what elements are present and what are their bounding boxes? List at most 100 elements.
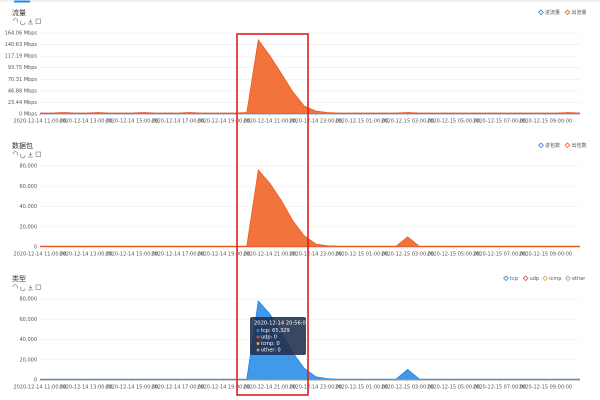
tooltip-line: other: 0 <box>261 348 281 354</box>
toolbar-icon-glyph <box>12 151 18 156</box>
legend-item[interactable]: tcp <box>503 275 518 282</box>
x-tick-label: 2020-12-15 03:00:00 <box>381 119 434 125</box>
legend-item[interactable]: 出包数 <box>564 142 587 149</box>
x-tick-label: 2020-12-14 21:00:00 <box>243 252 296 258</box>
toolbar-icon-glyph <box>35 284 41 290</box>
x-tick-label: 2020-12-15 05:00:00 <box>427 119 480 125</box>
y-tick-label: 80,000 <box>20 164 38 170</box>
highlight-box <box>236 33 309 396</box>
legend-item[interactable]: 出流量 <box>564 9 587 16</box>
toolbar-icon[interactable] <box>35 151 41 157</box>
toolbar-icon[interactable] <box>20 153 26 159</box>
toolbar-icon[interactable] <box>35 18 41 24</box>
series-line <box>40 38 581 114</box>
toolbar-icon-glyph <box>12 284 18 289</box>
y-tick-label: 70.31 Mbps <box>8 77 38 83</box>
legend-label: udp <box>530 276 540 282</box>
y-tick-label: 23.44 Mbps <box>8 100 38 106</box>
x-tick-label: 2020-12-14 13:00:00 <box>59 119 112 125</box>
x-tick-label: 2020-12-15 07:00:00 <box>473 385 526 391</box>
toolbar-icon-glyph <box>12 18 18 23</box>
legend-item[interactable]: 进流量 <box>538 9 560 16</box>
legend-marker <box>522 275 529 282</box>
panel-title: 类型 <box>12 274 26 283</box>
series-line <box>40 169 580 247</box>
panel-title: 数据包 <box>12 141 33 150</box>
legend-marker <box>565 275 571 282</box>
tooltip-title: 2020-12-14 20:56:00 <box>254 321 309 327</box>
legend-label: 出包数 <box>572 142 587 149</box>
y-tick-label: 164.06 Mbps <box>5 31 38 37</box>
legend-item[interactable]: 进包数 <box>538 142 560 149</box>
x-tick-label: 2020-12-14 11:00:00 <box>13 385 66 391</box>
legend-label: other <box>572 276 586 282</box>
toolbar-icon[interactable] <box>28 19 33 25</box>
legend-marker <box>542 275 549 282</box>
x-tick-label: 2020-12-14 15:00:00 <box>105 119 158 125</box>
y-tick-label: 40,000 <box>20 204 38 210</box>
tooltip-line: icmp: 0 <box>261 341 280 347</box>
x-tick-label: 2020-12-14 15:00:00 <box>105 385 158 391</box>
y-tick-label: 20,000 <box>20 357 38 363</box>
toolbar-icon[interactable] <box>20 286 26 292</box>
panel-title: 流量 <box>12 8 26 17</box>
x-tick-label: 2020-12-15 01:00:00 <box>335 385 388 391</box>
x-tick-label: 2020-12-14 23:00:00 <box>289 119 342 125</box>
tooltip-dot <box>256 329 260 332</box>
legend-marker <box>503 275 509 282</box>
toolbar-icon[interactable] <box>12 151 18 156</box>
tooltip-line: udp: 0 <box>261 335 277 341</box>
y-tick-label: 60,000 <box>20 317 38 323</box>
x-tick-label: 2020-12-14 21:00:00 <box>243 385 296 391</box>
series-line <box>40 300 580 380</box>
toolbar-icon[interactable] <box>12 284 18 289</box>
y-tick-label: 0 Mbps <box>19 112 37 118</box>
toolbar-icon[interactable] <box>12 18 18 23</box>
x-tick-label: 2020-12-14 23:00:00 <box>289 252 342 258</box>
tooltip-dot <box>256 342 260 345</box>
toolbar-icon[interactable] <box>20 20 26 26</box>
x-tick-label: 2020-12-14 23:00:00 <box>289 385 342 391</box>
x-tick-label: 2020-12-15 03:00:00 <box>381 385 434 391</box>
x-tick-label: 2020-12-14 17:00:00 <box>151 252 204 258</box>
legend-label: tcp <box>510 276 518 282</box>
x-tick-label: 2020-12-15 09:00:00 <box>519 252 572 258</box>
x-tick-label: 2020-12-15 09:00:00 <box>519 385 572 391</box>
x-tick-label: 2020-12-14 13:00:00 <box>59 252 112 258</box>
legend-label: 出流量 <box>572 9 587 16</box>
toolbar-icon[interactable] <box>35 284 41 290</box>
y-tick-label: 140.63 Mbps <box>5 42 38 48</box>
tooltip-box <box>250 317 306 355</box>
legend-item[interactable]: icmp <box>542 275 561 282</box>
tooltip-dot <box>256 348 260 352</box>
toolbar-icon[interactable] <box>28 285 33 291</box>
legend-label: 进流量 <box>545 9 560 16</box>
x-tick-label: 2020-12-15 01:00:00 <box>335 252 388 258</box>
tooltip-dot <box>256 335 260 339</box>
x-tick-label: 2020-12-14 17:00:00 <box>151 119 204 125</box>
x-tick-label: 2020-12-15 03:00:00 <box>381 252 434 258</box>
x-tick-label: 2020-12-14 11:00:00 <box>13 119 66 125</box>
x-tick-label: 2020-12-15 09:00:00 <box>519 119 572 125</box>
legend-item[interactable]: other <box>565 275 587 282</box>
toolbar-icon-glyph <box>20 20 26 26</box>
legend-item[interactable]: udp <box>522 275 540 282</box>
x-tick-label: 2020-12-15 07:00:00 <box>473 119 526 125</box>
x-tick-label: 2020-12-15 05:00:00 <box>427 385 480 391</box>
x-tick-label: 2020-12-14 19:00:00 <box>197 385 250 391</box>
x-tick-label: 2020-12-15 01:00:00 <box>335 119 388 125</box>
x-tick-label: 2020-12-14 19:00:00 <box>197 119 250 125</box>
x-tick-label: 2020-12-14 13:00:00 <box>59 385 112 391</box>
legend-label: 进包数 <box>545 142 560 149</box>
toolbar-icon-glyph <box>28 19 33 25</box>
tooltip-line: tcp: 65,329 <box>261 328 290 334</box>
x-tick-label: 2020-12-15 05:00:00 <box>427 252 480 258</box>
toolbar-icon-glyph <box>28 285 33 291</box>
x-tick-label: 2020-12-15 07:00:00 <box>473 252 526 258</box>
charts: 流量 出流量 进流量 0 Mbps 23.44 Mbps 46.88 Mbps 70.31 … <box>5 8 587 391</box>
y-tick-label: 117.19 Mbps <box>5 54 38 60</box>
toolbar-icon[interactable] <box>28 152 33 158</box>
legend-marker <box>564 9 571 16</box>
